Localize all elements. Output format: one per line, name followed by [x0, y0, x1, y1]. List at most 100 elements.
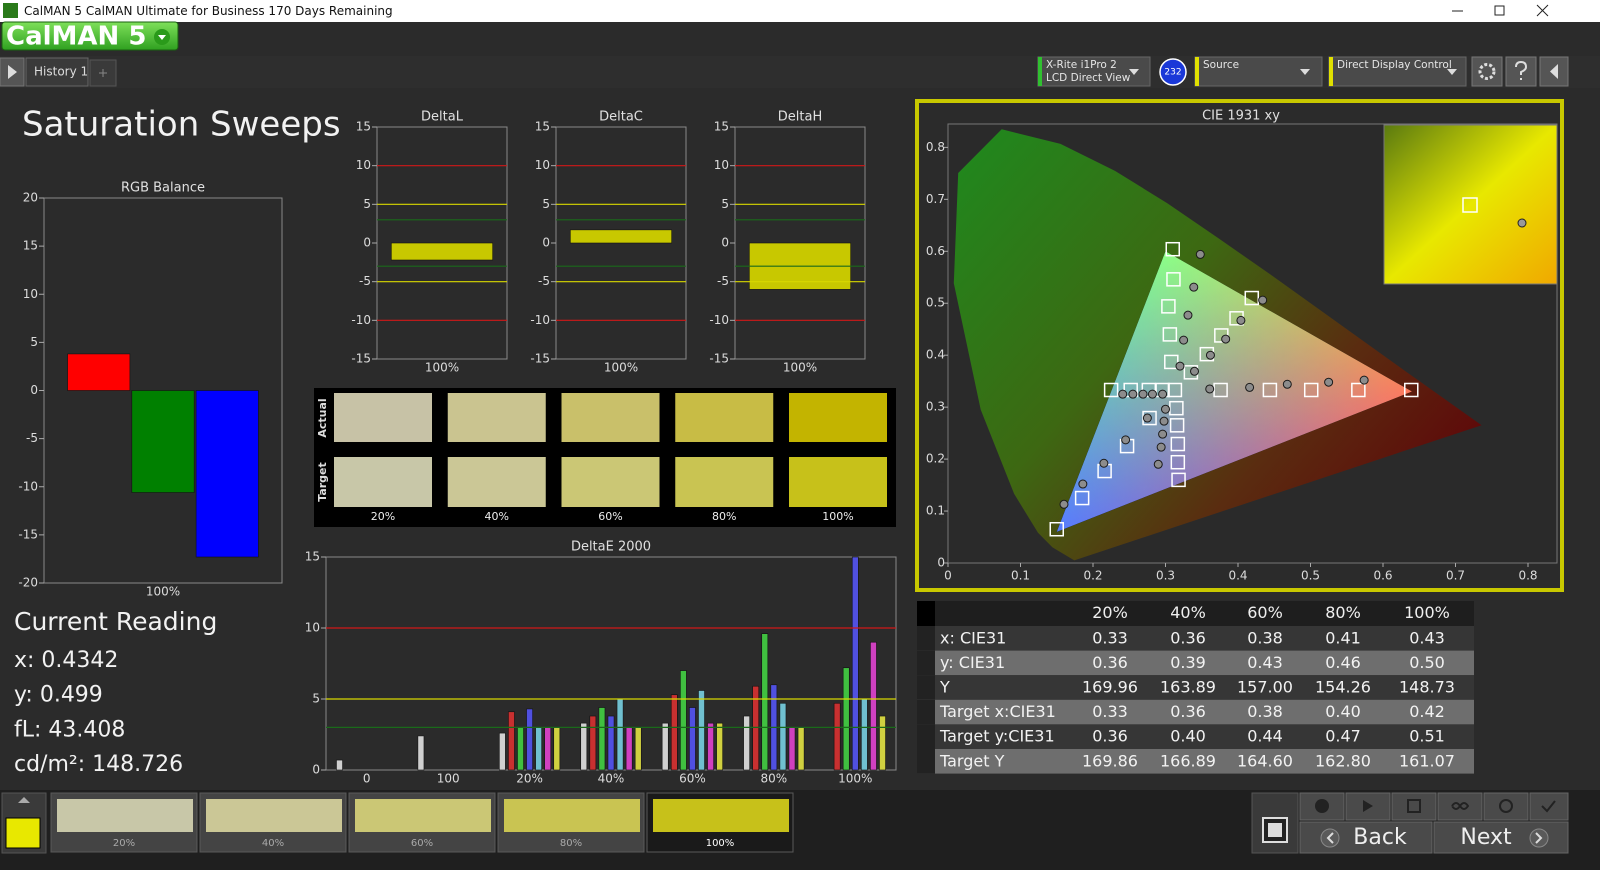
swatch-label: 100%	[822, 510, 853, 523]
bar	[861, 698, 868, 771]
logo[interactable]	[1, 21, 179, 51]
actual-swatch	[334, 393, 432, 442]
measured-point	[1142, 413, 1152, 423]
logo-row	[0, 22, 1600, 56]
table-cell: 161.07	[1399, 751, 1455, 770]
bar	[743, 715, 750, 771]
target-swatch	[334, 457, 432, 507]
table-row-label: Y	[939, 678, 950, 697]
refresh-button[interactable]	[1483, 792, 1529, 821]
chart-title: RGB Balance	[121, 181, 205, 196]
target-point	[1404, 382, 1419, 398]
table-header-cell: 80%	[1325, 603, 1361, 622]
sweep-label: 20%	[113, 838, 135, 849]
bar	[707, 722, 714, 771]
source-label: Source	[1203, 59, 1239, 71]
logo-text: CalMAN 5	[6, 22, 146, 52]
measured-point	[1153, 459, 1163, 469]
inset-measured	[1517, 218, 1527, 228]
measured-point	[1221, 334, 1231, 344]
dropdown-arrow	[1300, 69, 1310, 75]
y-tick-label: 15	[356, 120, 371, 134]
stop-button[interactable]	[1262, 817, 1288, 843]
x-tick-label: 0.8	[1518, 569, 1537, 583]
table-header	[917, 601, 1474, 626]
page-title: Saturation Sweeps	[22, 105, 341, 145]
y-tick-label: 20	[23, 191, 38, 205]
measured-point	[1183, 310, 1193, 320]
measured-point	[1190, 366, 1199, 376]
table-cell: 0.47	[1325, 727, 1361, 746]
bar	[67, 353, 131, 391]
table-row-marker	[917, 699, 935, 725]
table-row-marker	[917, 626, 935, 651]
source-selector[interactable]	[1194, 56, 1323, 87]
bar	[607, 715, 615, 771]
row-label: Target	[316, 462, 329, 502]
table-cell: 154.26	[1315, 678, 1371, 697]
bar	[779, 702, 787, 771]
meter-badge[interactable]	[1159, 58, 1187, 86]
target-point	[1244, 290, 1260, 306]
sweep-color	[355, 799, 491, 832]
y-tick-label: -5	[26, 431, 38, 445]
collapse-icon	[1550, 64, 1558, 79]
bar	[544, 727, 552, 771]
x-tick-label: 0.3	[1156, 569, 1175, 583]
x-tick-label: 100%	[425, 361, 459, 375]
display-control-label: Direct Display Control	[1337, 59, 1452, 71]
y-tick-label: 0	[30, 383, 38, 397]
up-icon[interactable]	[18, 797, 30, 803]
x-tick-label: 100%	[783, 361, 817, 375]
check-button[interactable]	[1529, 792, 1569, 821]
close-button[interactable]	[1536, 4, 1549, 17]
table-cell: 169.96	[1082, 678, 1138, 697]
bar	[788, 727, 796, 771]
y-tick-label: 5	[363, 197, 371, 211]
y-tick-label: -5	[717, 274, 729, 288]
settings-button[interactable]	[1471, 56, 1503, 87]
bar	[535, 727, 542, 771]
refresh-icon	[1499, 799, 1513, 813]
measured-point	[1245, 382, 1255, 392]
measured-point	[1099, 458, 1109, 468]
app-icon	[3, 3, 18, 18]
bar	[634, 727, 642, 771]
tab-label: History 1	[34, 65, 88, 79]
reading-line: cd/m²: 148.726	[14, 752, 183, 777]
step-button[interactable]	[1391, 792, 1437, 821]
bar	[851, 556, 859, 771]
table-cell: 0.33	[1092, 628, 1128, 647]
bar	[661, 722, 669, 771]
y-tick-label: 0	[542, 236, 550, 250]
bar	[761, 633, 769, 771]
y-tick-label: 5	[312, 692, 320, 706]
bar	[670, 694, 678, 771]
record-icon	[1315, 799, 1329, 813]
display-control-selector[interactable]	[1328, 56, 1467, 87]
table-cell: 0.50	[1409, 653, 1445, 672]
table-cell: 0.51	[1409, 727, 1445, 746]
y-tick-label: 10	[305, 621, 320, 635]
y-tick-label: 0	[312, 763, 320, 777]
measured-point	[1179, 335, 1189, 345]
table-row	[917, 675, 1474, 700]
measured-point	[1159, 416, 1169, 426]
target-point	[1162, 327, 1178, 342]
table-cell: 0.44	[1247, 727, 1283, 746]
restore-button[interactable]	[1494, 5, 1505, 16]
x-tick-label: 80%	[761, 772, 788, 786]
measured-point	[1282, 379, 1292, 389]
table-row-label: x: CIE31	[940, 628, 1006, 647]
tab[interactable]	[25, 57, 89, 87]
table-cell: 0.38	[1247, 628, 1283, 647]
sweep-color	[206, 799, 342, 832]
y-tick-label: 0.3	[926, 400, 945, 414]
table-corner	[917, 601, 935, 626]
chart-title: DeltaE 2000	[571, 540, 651, 555]
y-tick-label: -10	[18, 479, 38, 493]
y-tick-label: 10	[714, 158, 729, 172]
gear-icon	[1478, 63, 1496, 80]
collapse-button[interactable]	[1539, 56, 1569, 87]
check-icon	[1541, 800, 1556, 813]
